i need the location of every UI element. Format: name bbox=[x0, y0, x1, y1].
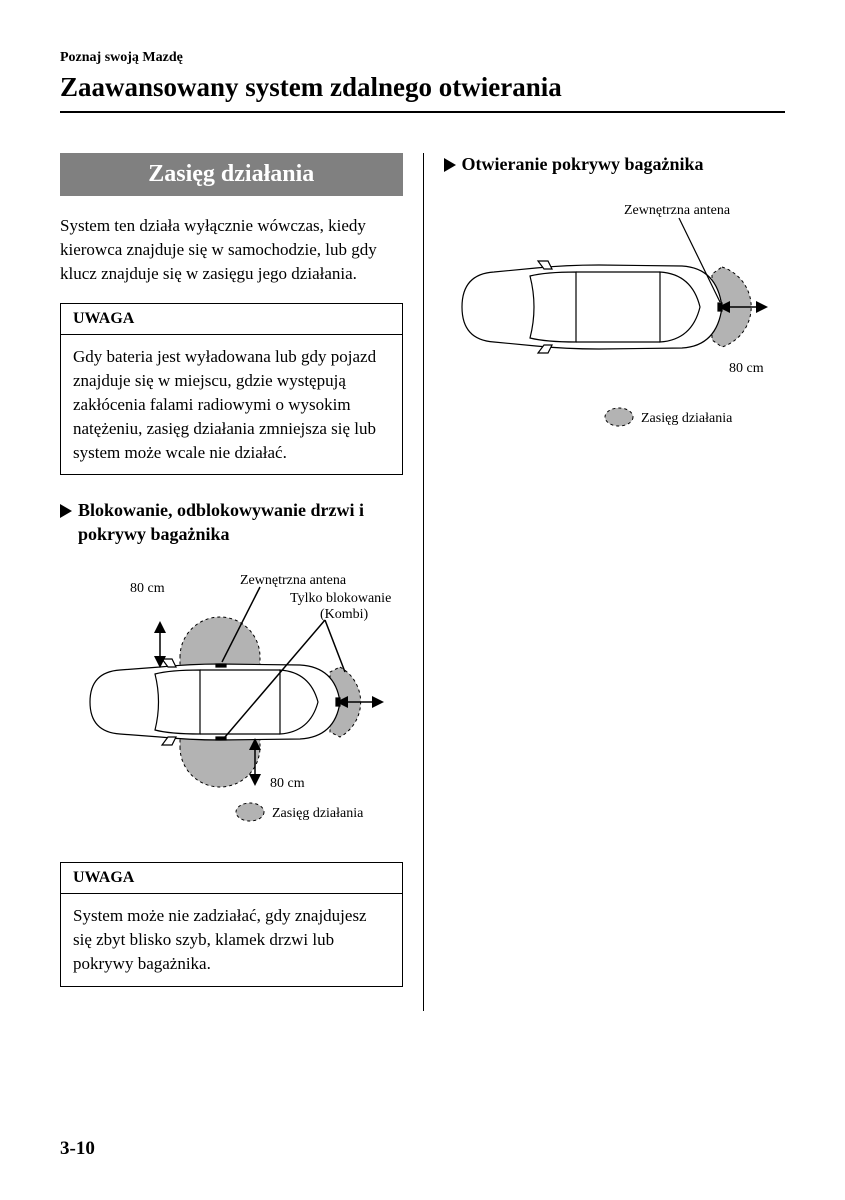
diagram-doors: 80 cm Zewnętrzna antena Tylko blokowanie… bbox=[60, 562, 403, 842]
label-80cm-top: 80 cm bbox=[130, 581, 165, 596]
breadcrumb: Poznaj swoją Mazdę bbox=[60, 50, 785, 66]
subsection-1-title: Blokowanie, odblokowywanie drzwi i pokry… bbox=[60, 499, 403, 546]
left-column: Zasięg działania System ten działa wyłąc… bbox=[60, 153, 423, 1011]
legend-label-2: Zasięg działania bbox=[641, 411, 733, 426]
note-header: UWAGA bbox=[61, 304, 402, 335]
note-body: Gdy bateria jest wyładowana lub gdy poja… bbox=[61, 335, 402, 474]
subsection-2-label: Otwieranie pokrywy bagażnika bbox=[462, 153, 704, 176]
subsection-1-label: Blokowanie, odblokowywanie drzwi i pokry… bbox=[78, 499, 403, 546]
diagram-trunk: Zewnętrzna antena 80 cm bbox=[444, 192, 786, 462]
triangle-icon bbox=[60, 504, 72, 518]
intro-text: System ten działa wyłącznie wówczas, kie… bbox=[60, 214, 403, 285]
note-box-1: UWAGA Gdy bateria jest wyładowana lub gd… bbox=[60, 303, 403, 475]
page-title: Zaawansowany system zdalnego otwierania bbox=[60, 72, 785, 113]
section-title: Zasięg działania bbox=[60, 153, 403, 196]
note-header: UWAGA bbox=[61, 863, 402, 894]
label-80cm-2: 80 cm bbox=[729, 361, 764, 376]
page-number: 3-10 bbox=[60, 1138, 95, 1160]
legend-label: Zasięg działania bbox=[272, 806, 364, 821]
right-column: Otwieranie pokrywy bagażnika Zewnętrzna … bbox=[423, 153, 786, 1011]
label-locking-2: (Kombi) bbox=[320, 607, 369, 622]
label-80cm-bottom: 80 cm bbox=[270, 776, 305, 791]
note-body: System może nie zadziałać, gdy znajdujes… bbox=[61, 894, 402, 985]
label-antenna-2: Zewnętrzna antena bbox=[624, 203, 731, 218]
label-locking-1: Tylko blokowanie bbox=[290, 591, 391, 606]
subsection-2-title: Otwieranie pokrywy bagażnika bbox=[444, 153, 786, 176]
label-antenna: Zewnętrzna antena bbox=[240, 573, 347, 588]
triangle-icon bbox=[444, 158, 456, 172]
note-box-2: UWAGA System może nie zadziałać, gdy zna… bbox=[60, 862, 403, 986]
